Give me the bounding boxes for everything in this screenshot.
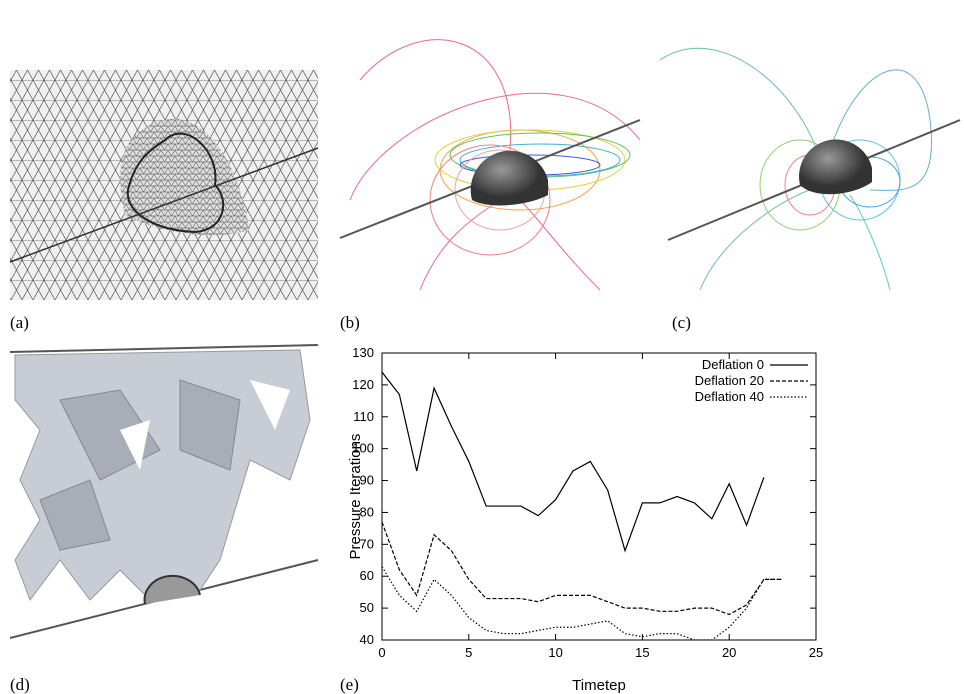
y-tick-label: 110 [353, 409, 374, 424]
panel-label: (b) [340, 313, 360, 332]
x-tick-label: 0 [378, 645, 385, 660]
panel-label: (e) [340, 675, 359, 694]
y-tick-label: 40 [360, 632, 374, 647]
legend-label: Deflation 40 [695, 389, 764, 404]
legend-label: Deflation 20 [695, 373, 764, 388]
y-tick-label: 90 [360, 473, 374, 488]
plot-frame [381, 352, 817, 641]
y-tick-label: 130 [352, 345, 374, 360]
y-tick-label: 60 [360, 568, 374, 583]
x-axis-title: Timetep [572, 677, 626, 694]
y-tick-label: 80 [360, 504, 374, 519]
y-axis-title: Pressure Iterations [347, 434, 364, 560]
series-line [382, 371, 765, 553]
panel-d-image [9, 344, 319, 639]
x-tick-label: 20 [722, 645, 736, 660]
panel-label: (c) [672, 313, 691, 332]
panel-c-image [659, 47, 961, 291]
legend-label: Deflation 0 [702, 357, 764, 372]
series-line [382, 566, 782, 640]
y-tick-label: 70 [360, 536, 374, 551]
panel-b-image [339, 39, 641, 291]
panel-label: (a) [10, 313, 29, 332]
panel-label: (d) [10, 675, 30, 694]
x-tick-label: 25 [809, 645, 823, 660]
x-tick-label: 10 [548, 645, 562, 660]
series-line [382, 521, 782, 616]
y-tick-label: 120 [352, 377, 374, 392]
x-tick-label: 5 [465, 645, 472, 660]
x-tick-label: 15 [635, 645, 649, 660]
panel-a-image [9, 70, 319, 300]
y-tick-label: 100 [352, 441, 374, 456]
y-tick-label: 50 [360, 600, 374, 615]
